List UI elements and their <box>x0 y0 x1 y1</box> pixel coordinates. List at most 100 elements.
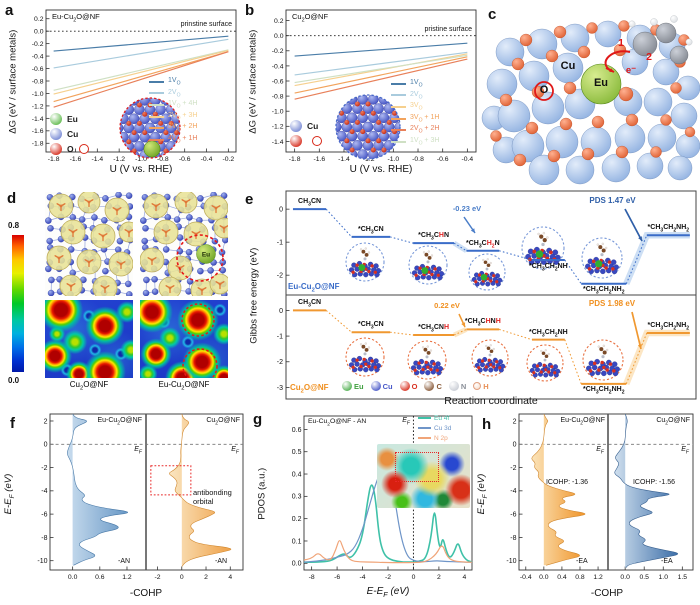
atom-legend-item <box>290 133 322 148</box>
tick-label: -1.8 <box>289 156 301 163</box>
tick-label: -0.8 <box>32 78 44 85</box>
cohp-plot-an: 2 0 -2 -4 -6 -8 -10 0.0 0.6 1.2 -2 0 2 4 <box>37 413 244 581</box>
tick-label: -2 <box>385 574 391 581</box>
legend-item: 2VO + 2H <box>391 124 439 136</box>
tick-label: -10 <box>37 558 47 565</box>
tick-label: -1.4 <box>272 139 284 146</box>
arrow-head <box>637 344 643 349</box>
tick-label: -6 <box>41 512 47 519</box>
legend-swatch <box>391 82 406 85</box>
atom-sphere-icon <box>448 381 459 391</box>
vacancy-highlight-circle <box>182 348 218 378</box>
atom-label: O <box>67 143 74 154</box>
tick-label: 0.5 <box>292 449 302 456</box>
series-line <box>53 49 229 91</box>
legend-label: 3VO + 1H <box>410 113 440 124</box>
tick-label: -0.6 <box>32 66 44 73</box>
cohp-profile <box>67 414 128 566</box>
panel-f: 2 0 -2 -4 -6 -8 -10 0.0 0.6 1.2 -2 0 2 4 Eu-Cu2O@NF C… <box>0 400 250 605</box>
tick-label: -8 <box>41 535 47 542</box>
legend-label: Cu 3d <box>434 424 452 432</box>
arrow-head <box>609 68 614 72</box>
legend-label: 1VO + 3H <box>410 137 440 147</box>
tick-label: 4 <box>228 574 232 581</box>
atom-sphere-icon <box>50 127 62 140</box>
colorbar-min-label: 0.0 <box>8 376 20 385</box>
atom-sphere-icon <box>370 381 381 391</box>
atom-label: O <box>411 381 418 391</box>
tick-label: -0.6 <box>272 78 284 85</box>
atom-legend-item: N <box>448 381 467 391</box>
charge-density-inset <box>377 444 470 508</box>
atom-sphere-icon <box>290 134 302 147</box>
tick-label: 0.0 <box>274 33 284 40</box>
legend-label: 3VO + 2H <box>168 123 198 133</box>
legend-swatch <box>391 105 406 108</box>
pds-band <box>623 329 690 386</box>
atom-label: Cu <box>67 128 79 139</box>
legend-label: 1VO <box>410 79 423 89</box>
atom-label: Eu <box>67 113 78 124</box>
atom-label: C <box>436 381 442 391</box>
series-line <box>294 54 468 84</box>
atom-label: Cu <box>382 381 393 391</box>
tick-label: -1.0 <box>135 156 147 163</box>
eu-atom-sphere <box>580 63 622 105</box>
tick-label: 2 <box>204 574 208 581</box>
series-line <box>53 51 229 108</box>
tick-label: -0.4 <box>272 63 284 70</box>
tick-label: -3 <box>277 385 283 392</box>
tick-label: 1.2 <box>593 574 603 581</box>
tick-label: -2 <box>41 465 47 472</box>
tick-label: -0.8 <box>157 156 169 163</box>
atom-label: N <box>460 381 467 391</box>
legend-label: 1VO <box>168 77 181 87</box>
panel-d: 0.8 0.0 Eu Cu2O@NF Eu-Cu2O@NF <box>0 185 240 405</box>
atom-legend-item: Cu <box>370 381 393 391</box>
tick-label: -8 <box>510 535 516 542</box>
tick-label: -2 <box>154 574 160 581</box>
charge-density-map-right <box>140 300 228 378</box>
atom-label: Eu <box>354 381 364 391</box>
series-line <box>294 42 468 57</box>
arrow-head <box>461 322 466 327</box>
panel-e-atom-legend: Eu Cu O C N H <box>342 381 496 391</box>
tick-label: 0 <box>279 308 283 315</box>
vacancy-ring-icon <box>312 135 322 146</box>
charge-density-map-left <box>45 300 133 378</box>
cohp-profile <box>614 414 678 568</box>
legend-swatch <box>149 138 164 141</box>
legend-swatch <box>391 117 406 120</box>
atom-legend-item: O <box>50 141 89 156</box>
isosurface-image-left <box>45 192 133 296</box>
map-right-caption: Eu-Cu2O@NF <box>158 380 210 392</box>
tick-label: -4 <box>41 488 47 495</box>
cohp-profile <box>531 414 586 566</box>
tick-label: -0.4 <box>462 156 474 163</box>
tick-label: -0.4 <box>520 574 532 581</box>
panel-c-letter: c <box>488 6 497 23</box>
legend-swatch <box>149 127 164 130</box>
tick-label: 0.6 <box>95 574 105 581</box>
panel-a-letter: a <box>5 2 14 19</box>
atomic-structure-render <box>481 15 700 185</box>
panel-h-letter: h <box>482 416 492 433</box>
series-line <box>53 49 229 95</box>
atom-sphere-icon <box>290 119 302 132</box>
legend-item: 3VO + 1H <box>391 113 439 125</box>
tick-label: -0.2 <box>32 41 44 48</box>
atom-sphere-icon <box>50 142 62 155</box>
legend-label: 2VO + 3H <box>168 111 198 122</box>
legend-item: 1VO <box>149 76 197 88</box>
pdos-curve <box>303 540 473 564</box>
legend-label: N 2p <box>434 434 448 442</box>
tick-label: 0.0 <box>620 574 630 581</box>
tick-label: 0 <box>412 574 416 581</box>
tick-label: 2 <box>437 574 441 581</box>
tick-label: 0.4 <box>292 471 302 478</box>
legend-item: Eu 4f <box>418 413 451 423</box>
tick-label: -0.2 <box>272 48 284 55</box>
tick-label: -1.2 <box>113 156 125 163</box>
tick-label: -1.6 <box>70 156 82 163</box>
